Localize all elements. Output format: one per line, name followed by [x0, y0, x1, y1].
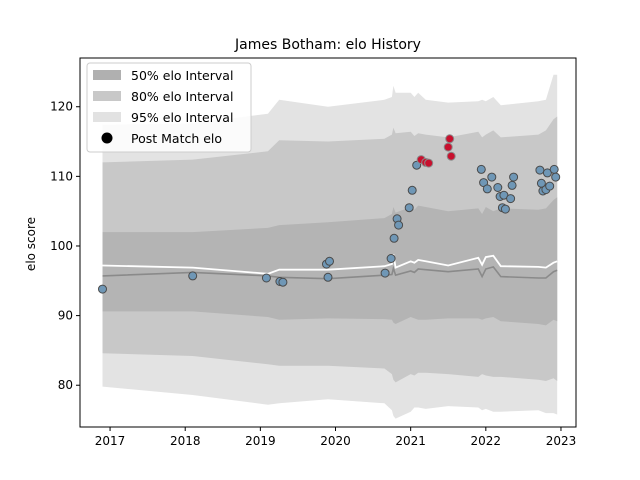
legend-swatch-95 [93, 112, 121, 122]
legend-swatch-80 [93, 91, 121, 101]
post-match-point [404, 203, 414, 213]
post-match-point [386, 254, 396, 263]
post-match-point [507, 180, 517, 190]
post-match-point [278, 277, 288, 287]
legend-frame [86, 62, 252, 153]
post-match-point [487, 172, 497, 182]
x-tick-label: 2017 [95, 434, 126, 448]
legend-label-80: 80% elo Interval [131, 89, 233, 104]
legend-marker-post-match [101, 132, 113, 144]
legend-swatch-50 [93, 70, 121, 80]
chart-title: James Botham: elo History [234, 37, 421, 53]
y-tick-label: 120 [50, 100, 73, 114]
post-match-point [551, 172, 561, 182]
y-tick-label: 110 [50, 169, 73, 183]
post-match-point [509, 172, 519, 182]
x-tick-label: 2020 [320, 434, 351, 448]
post-match-point [323, 272, 333, 282]
median-elo-line [102, 265, 558, 280]
post-match-point [325, 256, 334, 266]
mean-elo-line [102, 254, 558, 275]
post-match-point [545, 181, 555, 191]
post-match-point-high [424, 158, 434, 168]
legend-label-50: 50% elo Interval [131, 68, 233, 83]
legend-label-95: 95% elo Interval [131, 110, 233, 125]
post-match-point-high [443, 142, 453, 152]
legend-label-post-match: Post Match elo [131, 131, 222, 146]
post-match-point [476, 164, 486, 174]
post-match-point [482, 184, 492, 194]
x-tick-label: 2021 [395, 434, 426, 448]
x-tick-label: 2023 [546, 434, 577, 448]
legend: 50% elo Interval 80% elo Interval 95% el… [86, 62, 252, 153]
y-tick-label: 90 [58, 309, 73, 323]
y-tick-label: 100 [50, 239, 73, 253]
post-match-point [98, 284, 107, 294]
plot-area [98, 74, 561, 419]
post-match-point [389, 233, 399, 243]
post-match-point [535, 165, 545, 175]
post-match-point [188, 271, 198, 281]
axes-frame [79, 57, 577, 428]
post-match-point-high [446, 151, 456, 161]
x-tick-label: 2019 [245, 434, 276, 448]
axes: 2017 2018 2019 2020 2021 2022 2023 80 90 100 110 12… [50, 57, 577, 448]
post-match-point-high [445, 134, 455, 144]
post-match-point [506, 194, 516, 204]
post-match-point [549, 164, 559, 174]
post-match-point [261, 273, 271, 283]
post-match-point [500, 204, 510, 214]
y-axis-label: elo score [24, 217, 38, 271]
post-match-point [380, 268, 390, 278]
x-tick-label: 2018 [170, 434, 201, 448]
post-match-point [407, 185, 417, 195]
y-tick-label: 80 [58, 378, 73, 392]
post-match-point [394, 220, 404, 230]
post-match-point [493, 183, 503, 192]
x-tick-label: 2022 [471, 434, 502, 448]
